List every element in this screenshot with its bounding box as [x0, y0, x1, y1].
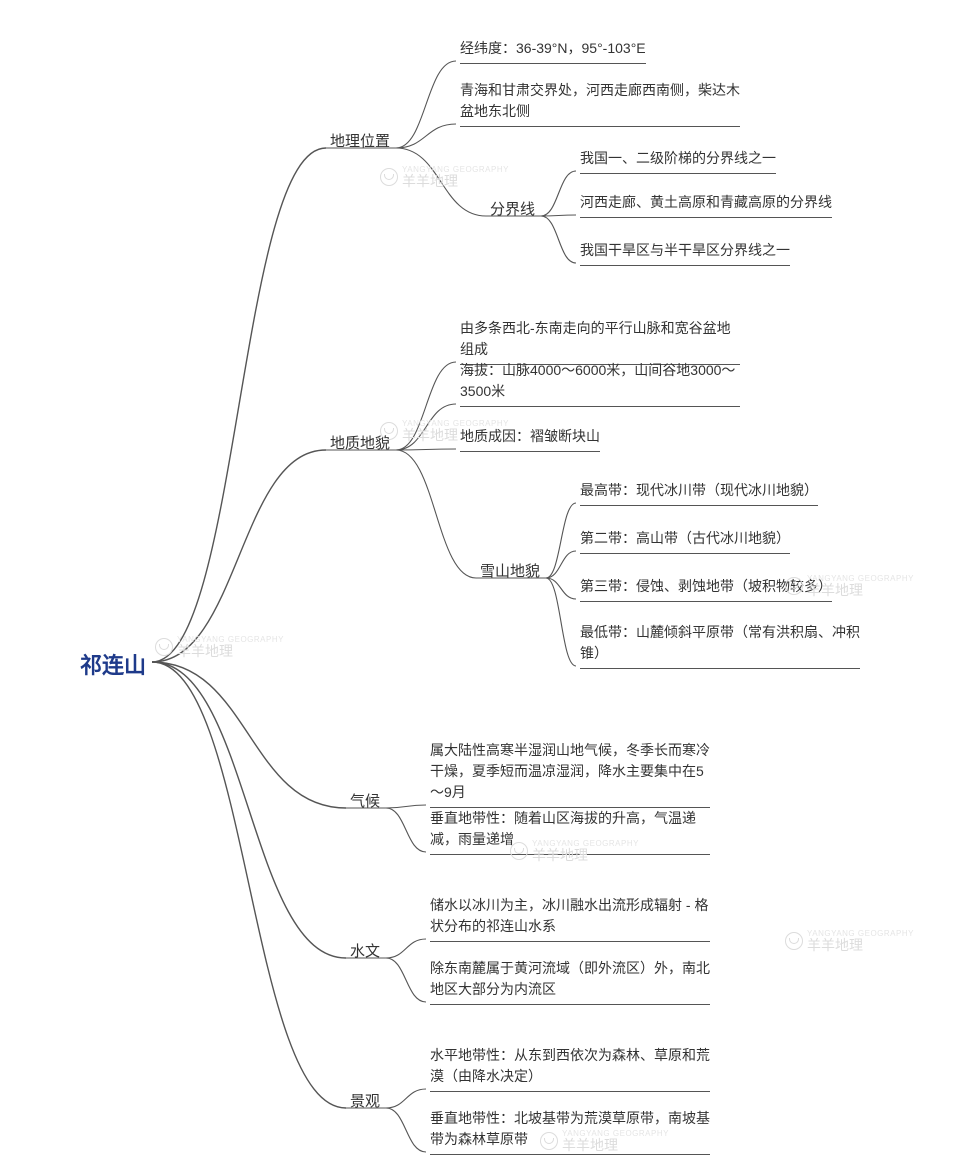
- branch-node: 景观: [350, 1090, 380, 1111]
- leaf-node: 我国一、二级阶梯的分界线之一: [580, 148, 776, 174]
- leaf-node: 青海和甘肃交界处，河西走廊西南侧，柴达木盆地东北侧: [460, 80, 740, 127]
- leaf-node: 由多条西北-东南走向的平行山脉和宽谷盆地组成: [460, 318, 740, 365]
- branch-node: 雪山地貌: [480, 560, 540, 581]
- branch-node: 地质地貌: [330, 432, 390, 453]
- leaf-node: 垂直地带性：随着山区海拔的升高，气温递减，雨量递增: [430, 808, 710, 855]
- leaf-node: 海拔：山脉4000～6000米，山间谷地3000～3500米: [460, 360, 740, 407]
- leaf-node: 储水以冰川为主，冰川融水出流形成辐射 - 格状分布的祁连山水系: [430, 895, 710, 942]
- leaf-node: 我国干旱区与半干旱区分界线之一: [580, 240, 790, 266]
- leaf-node: 第二带：高山带（古代冰川地貌）: [580, 528, 790, 554]
- branch-node: 气候: [350, 790, 380, 811]
- leaf-node: 河西走廊、黄土高原和青藏高原的分界线: [580, 192, 832, 218]
- leaf-node: 属大陆性高寒半湿润山地气候，冬季长而寒冷干燥，夏季短而温凉湿润，降水主要集中在5…: [430, 740, 710, 808]
- leaf-node: 地质成因：褶皱断块山: [460, 426, 600, 452]
- leaf-node: 垂直地带性：北坡基带为荒漠草原带，南坡基带为森林草原带: [430, 1108, 710, 1155]
- leaf-node: 最低带：山麓倾斜平原带（常有洪积扇、冲积锥）: [580, 622, 860, 669]
- branch-node: 水文: [350, 940, 380, 961]
- leaf-node: 最高带：现代冰川带（现代冰川地貌）: [580, 480, 818, 506]
- leaf-node: 第三带：侵蚀、剥蚀地带（坡积物较多）: [580, 576, 832, 602]
- root-node: 祁连山: [80, 648, 146, 680]
- branch-node: 地理位置: [330, 130, 390, 151]
- leaf-node: 经纬度：36-39°N，95°-103°E: [460, 38, 646, 64]
- leaf-node: 除东南麓属于黄河流域（即外流区）外，南北地区大部分为内流区: [430, 958, 710, 1005]
- leaf-node: 水平地带性：从东到西依次为森林、草原和荒漠（由降水决定）: [430, 1045, 710, 1092]
- branch-node: 分界线: [490, 198, 535, 219]
